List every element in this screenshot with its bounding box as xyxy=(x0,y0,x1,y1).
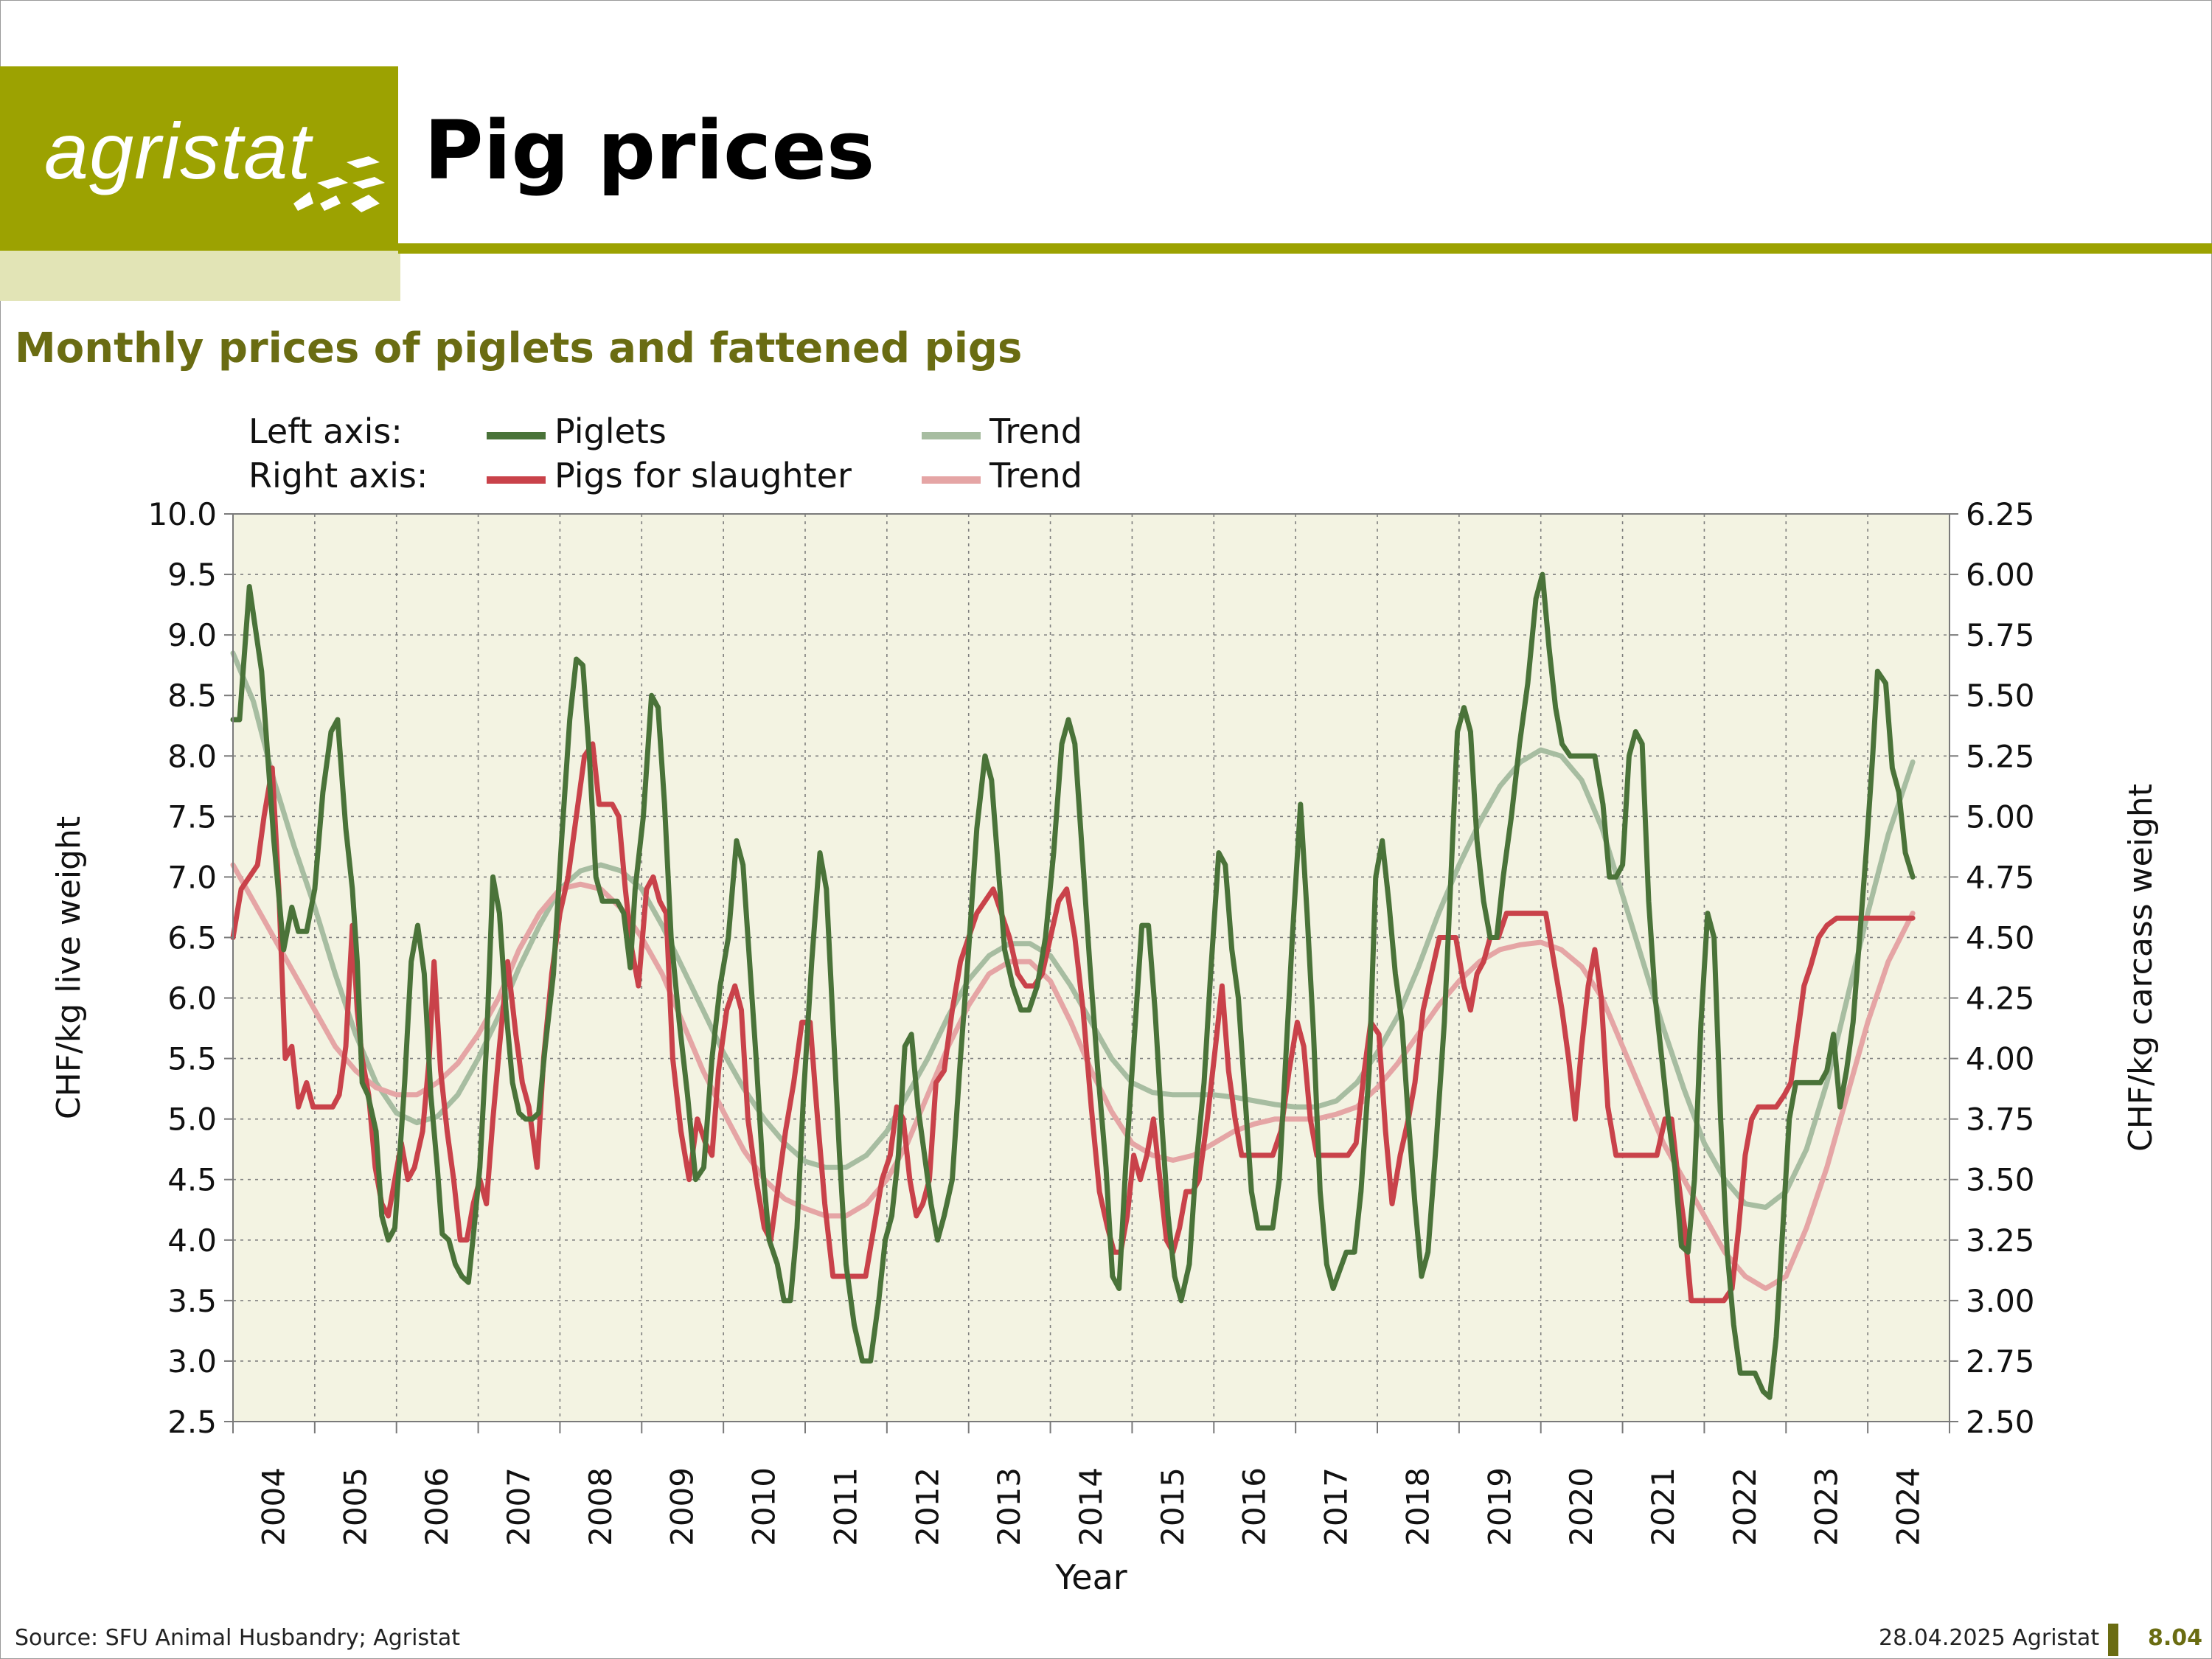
y-tick-label-right: 6.25 xyxy=(1966,496,2035,532)
y-tick-label-right: 6.00 xyxy=(1966,557,2035,593)
plot-border xyxy=(232,513,1950,1422)
y-axis-label-right: CHF/kg carcass weight xyxy=(2122,784,2160,1152)
legend-label-trend-piglets: Trend xyxy=(990,411,1082,451)
x-tick-label: 2013 xyxy=(991,1467,1027,1546)
y-tick-label-left: 4.0 xyxy=(167,1222,217,1259)
y-tick-label-left: 10.0 xyxy=(147,496,217,532)
y-tick-label-left: 9.5 xyxy=(167,557,217,593)
x-tick-label: 2009 xyxy=(664,1467,700,1546)
y-tick-label-left: 8.5 xyxy=(167,678,217,714)
x-tick-label: 2016 xyxy=(1237,1467,1273,1546)
line-chart: 2.5 3.0 3.5 4.0 4.5 5.0 5.5 6.0 6.5 7.0 7.5 8.0 8.5 9… xyxy=(50,496,2160,1597)
legend-label-trend-pigs: Trend xyxy=(990,456,1082,495)
y-tick-label-right: 5.50 xyxy=(1966,678,2035,714)
y-tick-label-right: 4.00 xyxy=(1966,1041,2035,1077)
x-tick-label: 2006 xyxy=(419,1467,455,1546)
x-tick-label: 2021 xyxy=(1645,1467,1681,1546)
legend-swatch-trend-piglets xyxy=(922,432,981,439)
logo-text: agristat xyxy=(44,106,312,195)
y-tick-label-right: 5.00 xyxy=(1966,799,2035,835)
x-tick-label: 2012 xyxy=(909,1467,945,1546)
y-tick-label-left: 6.5 xyxy=(167,919,217,956)
x-tick-label: 2014 xyxy=(1073,1467,1109,1546)
x-tick-label: 2007 xyxy=(501,1467,537,1546)
x-tick-label: 2004 xyxy=(255,1467,291,1546)
y-tick-label-right: 3.00 xyxy=(1966,1283,2035,1319)
x-axis-label: Year xyxy=(1054,1557,1127,1597)
x-tick-label: 2015 xyxy=(1155,1467,1191,1546)
y-tick-label-right: 4.25 xyxy=(1966,981,2035,1017)
y-axis-label-left: CHF/kg live weight xyxy=(50,816,88,1119)
legend-swatch-pigs xyxy=(487,476,546,484)
x-tick-label: 2022 xyxy=(1727,1467,1763,1546)
x-tick-label: 2008 xyxy=(582,1467,619,1546)
chart-subtitle: Monthly prices of piglets and fattened p… xyxy=(15,324,1023,372)
y-tick-label-left: 8.0 xyxy=(167,738,217,774)
series-line-right-main xyxy=(230,741,1916,1304)
series-line-left-main xyxy=(230,571,1916,1400)
y-tick-label-left: 3.5 xyxy=(167,1283,217,1319)
y-tick-label-right: 3.75 xyxy=(1966,1102,2035,1138)
date-note: 28.04.2025 Agristat xyxy=(1879,1625,2100,1651)
legend-label-piglets: Piglets xyxy=(554,411,667,451)
x-tick-label: 2018 xyxy=(1399,1467,1436,1546)
x-tick-label: 2023 xyxy=(1809,1467,1845,1546)
y-tick-label-left: 5.0 xyxy=(167,1102,217,1138)
chart-legend: Left axis: Right axis: Piglets Pigs for … xyxy=(248,411,1207,507)
y-tick-label-left: 6.0 xyxy=(167,981,217,1017)
legend-label-pigs: Pigs for slaughter xyxy=(554,456,852,495)
x-tick-label: 2019 xyxy=(1481,1467,1517,1546)
page-title: Pig prices xyxy=(424,103,875,198)
axes: 2.5 3.0 3.5 4.0 4.5 5.0 5.5 6.0 6.5 7.0 7.5 8.0 8.5 9… xyxy=(147,496,2034,1546)
legend-left-axis-label: Left axis: xyxy=(248,411,403,451)
y-tick-label-left: 9.0 xyxy=(167,617,217,653)
y-tick-label-right: 4.50 xyxy=(1966,919,2035,956)
x-tick-label: 2010 xyxy=(746,1467,782,1546)
y-tick-label-left: 5.5 xyxy=(167,1041,217,1077)
agristat-logo xyxy=(0,66,398,251)
source-note: Source: SFU Animal Husbandry; Agristat xyxy=(15,1625,461,1651)
x-tick-label: 2024 xyxy=(1891,1467,1927,1546)
y-tick-label-right: 4.75 xyxy=(1966,859,2035,895)
y-tick-label-right: 3.50 xyxy=(1966,1162,2035,1198)
y-tick-label-left: 7.0 xyxy=(167,859,217,895)
logo-underbar xyxy=(0,251,400,301)
y-tick-label-right: 2.50 xyxy=(1966,1404,2035,1440)
series-line-right-trend xyxy=(230,862,1916,1291)
x-tick-label: 2011 xyxy=(827,1467,863,1546)
y-tick-label-left: 7.5 xyxy=(167,799,217,835)
page-number: 8.04 xyxy=(2148,1625,2203,1651)
x-tick-label: 2020 xyxy=(1563,1467,1599,1546)
legend-swatch-trend-pigs xyxy=(922,476,981,484)
series-layer xyxy=(230,571,1916,1400)
y-tick-label-right: 5.25 xyxy=(1966,738,2035,774)
legend-right-axis-label: Right axis: xyxy=(248,456,428,495)
legend-swatch-piglets xyxy=(487,432,546,439)
footer-divider xyxy=(2108,1624,2118,1656)
y-tick-label-right: 2.75 xyxy=(1966,1343,2035,1380)
y-tick-label-left: 4.5 xyxy=(167,1162,217,1198)
y-tick-label-left: 2.5 xyxy=(167,1404,217,1440)
y-tick-label-right: 5.75 xyxy=(1966,617,2035,653)
x-tick-label: 2005 xyxy=(337,1467,373,1546)
y-tick-label-left: 3.0 xyxy=(167,1343,217,1380)
x-tick-label: 2017 xyxy=(1318,1467,1354,1546)
y-tick-label-right: 3.25 xyxy=(1966,1222,2035,1259)
header-rule xyxy=(398,243,2212,254)
logo-diamonds-icon xyxy=(293,156,385,212)
